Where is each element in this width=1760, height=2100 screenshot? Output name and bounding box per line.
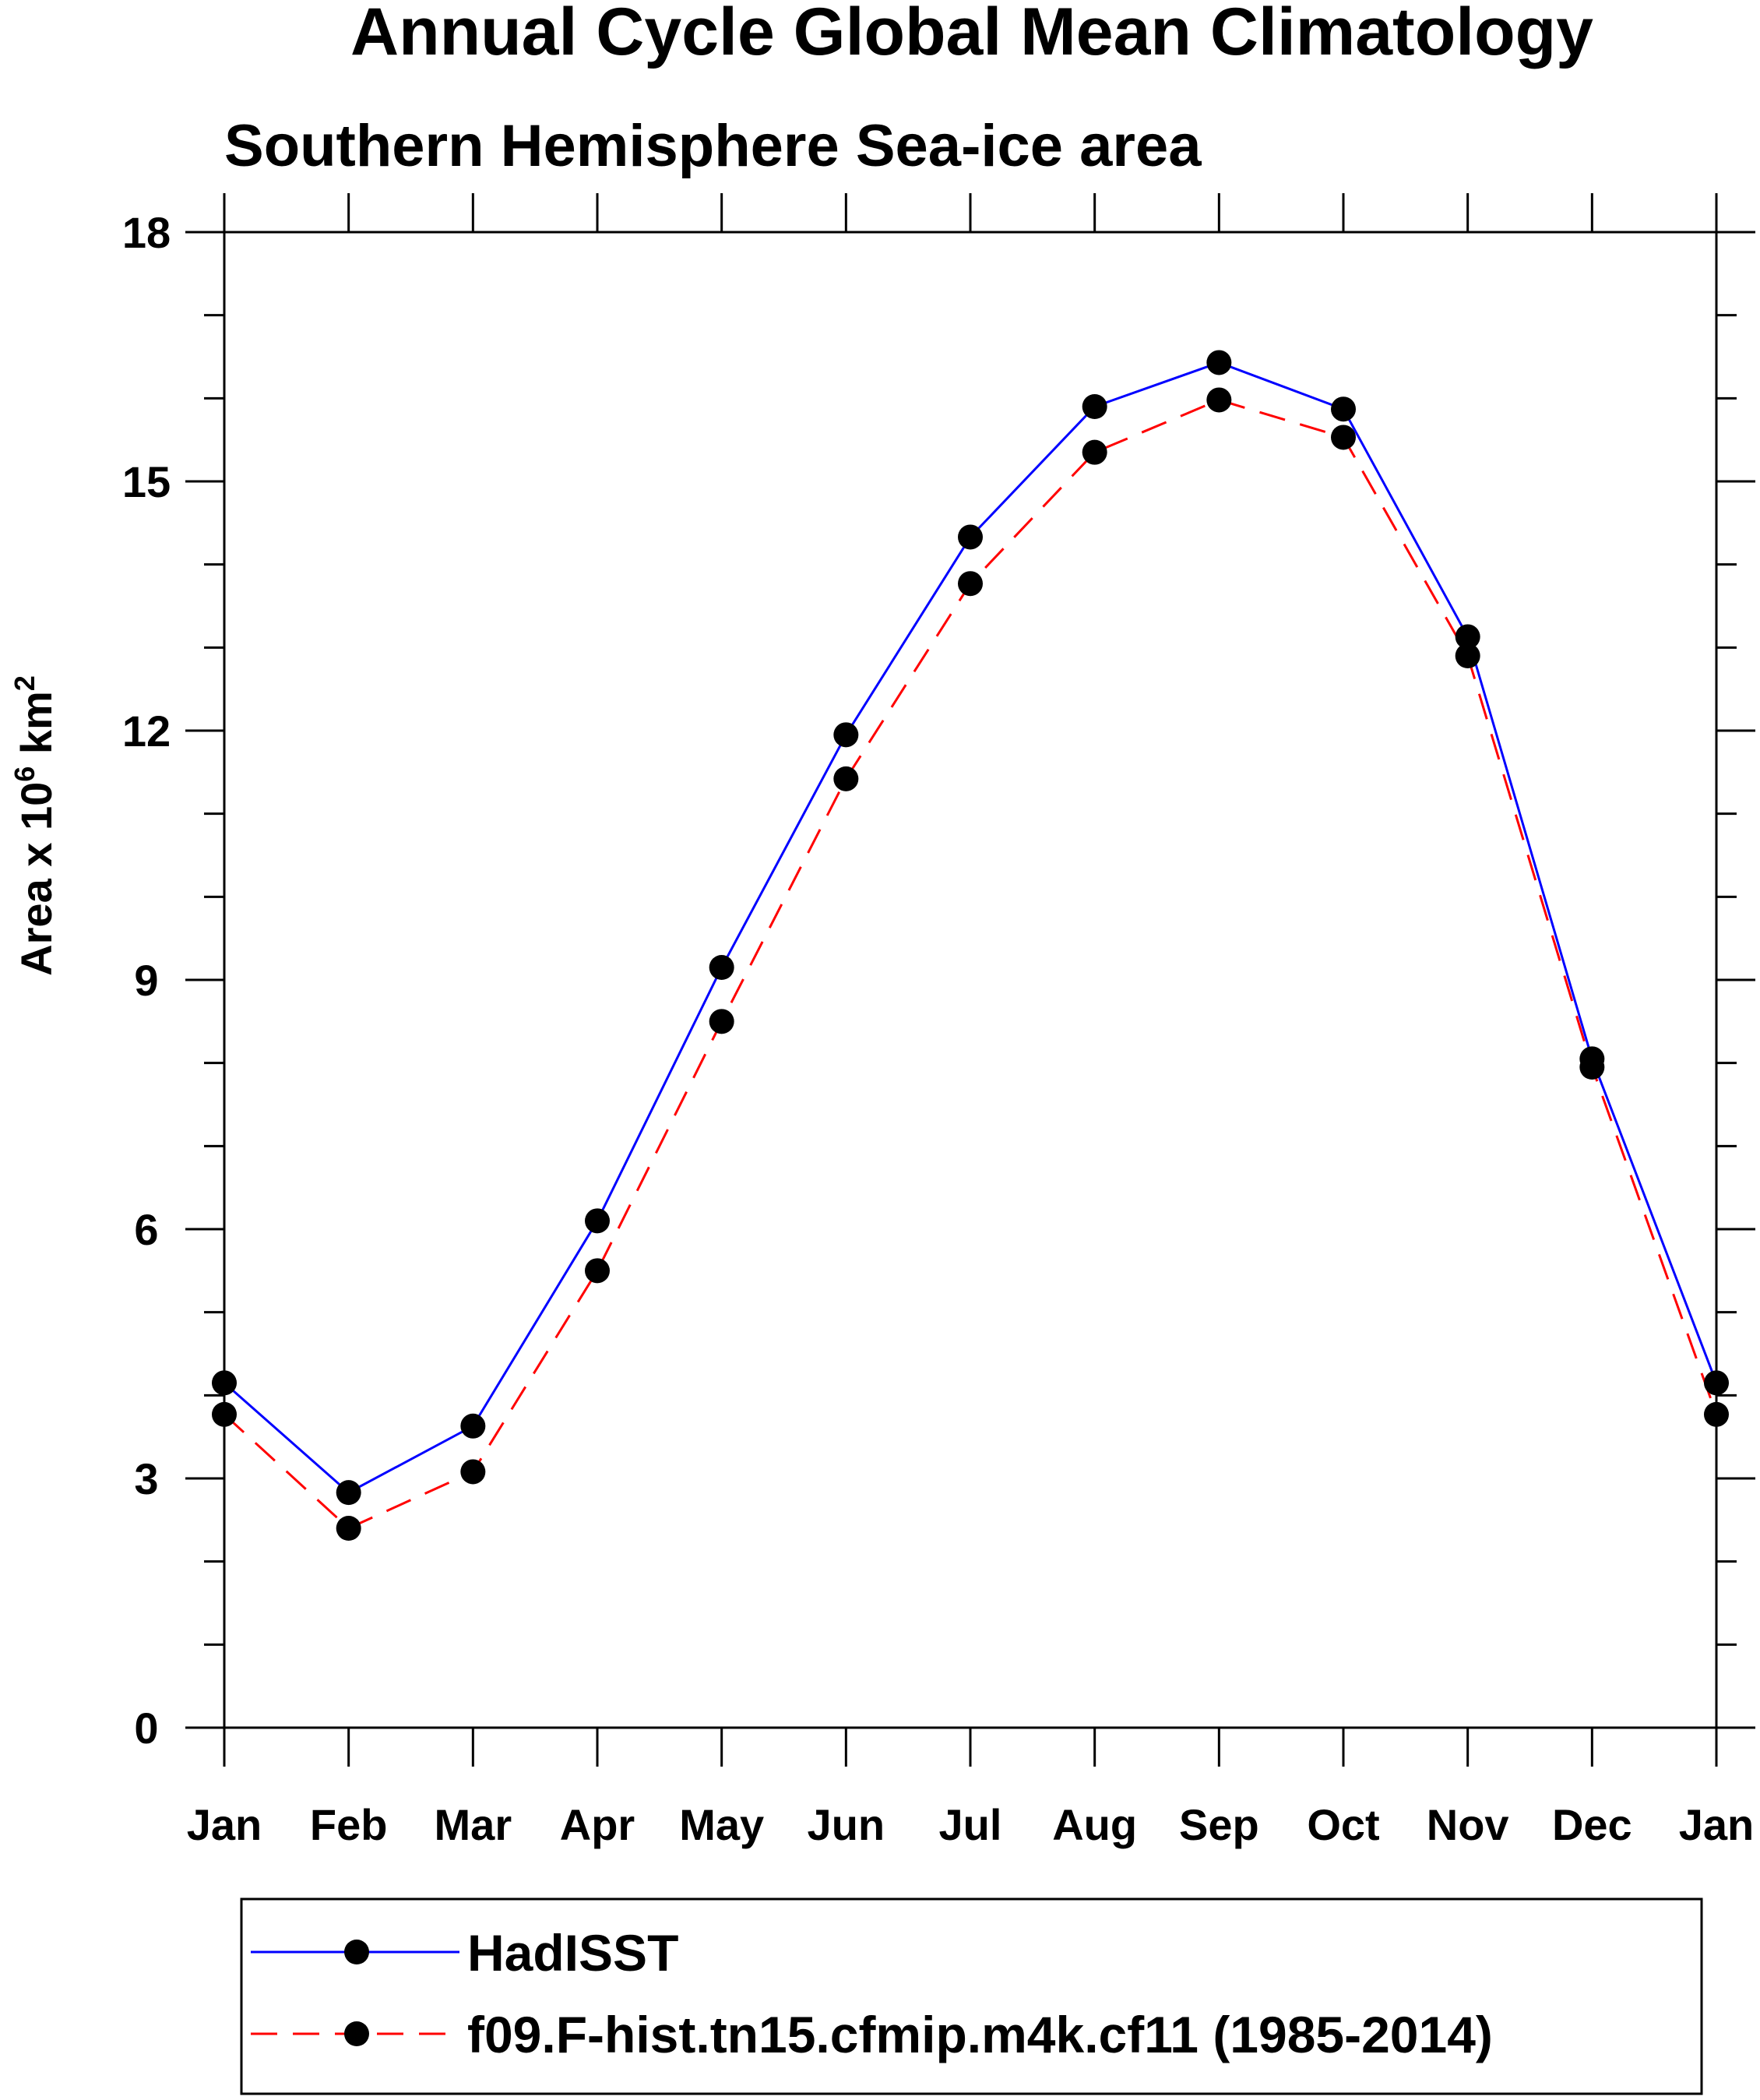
series-1-point — [709, 1009, 734, 1034]
x-tick-label: Feb — [310, 1800, 388, 1849]
series-0-point — [212, 1370, 237, 1396]
legend-marker-1 — [344, 2021, 369, 2046]
series-1-point — [958, 571, 983, 597]
series-1-point — [585, 1258, 610, 1284]
x-tick-label: Mar — [435, 1800, 512, 1849]
x-tick-label: May — [679, 1800, 764, 1849]
x-tick-label: Sep — [1179, 1800, 1259, 1849]
series-1-point — [1082, 439, 1107, 465]
series-0-point — [1082, 394, 1107, 419]
y-axis-label-base: Area x 10 — [12, 782, 61, 976]
series-0-point — [1206, 350, 1232, 375]
series-0-point — [1331, 396, 1356, 422]
legend-label-1: f09.F-hist.tn15.cfmip.m4k.cf11 (1985-201… — [467, 2006, 1493, 2063]
series-0-point — [1455, 624, 1480, 650]
x-tick-label: Oct — [1307, 1800, 1379, 1849]
x-tick-label: Dec — [1552, 1800, 1632, 1849]
x-tick-label: Nov — [1427, 1800, 1509, 1849]
series-1-point — [336, 1516, 361, 1541]
y-tick-label: 9 — [134, 956, 158, 1005]
y-axis-label-unit: km — [12, 691, 61, 766]
series-0-point — [460, 1413, 486, 1439]
series-1-point — [1455, 643, 1480, 668]
x-tick-label: Jan — [1679, 1800, 1755, 1849]
series-0-point — [709, 955, 734, 980]
legend-label-0: HadISST — [467, 1924, 678, 1982]
series-1-point — [212, 1401, 237, 1427]
y-axis-label-exponent-1: 6 — [9, 766, 40, 782]
x-tick-label: Jun — [808, 1800, 885, 1849]
y-tick-label: 15 — [122, 457, 171, 506]
series-1-point — [1331, 425, 1356, 450]
series-1-point — [460, 1459, 486, 1485]
x-tick-label: Aug — [1052, 1800, 1137, 1849]
y-axis-ticks: 0 3 6 9 12 15 18 — [122, 208, 1755, 1753]
y-tick-label: 6 — [134, 1205, 158, 1254]
series-1-point — [833, 766, 859, 791]
series-0-point — [336, 1480, 361, 1506]
series-0-point — [958, 524, 983, 550]
legend-marker-0 — [344, 1940, 369, 1964]
plot-area-border — [223, 231, 1718, 1729]
series-1-point — [1206, 387, 1232, 413]
y-axis-label: Area x 106 km2 — [9, 675, 61, 976]
x-tick-label: Apr — [560, 1800, 635, 1849]
series-layer — [212, 350, 1729, 1541]
legend: HadISST f09.F-hist.tn15.cfmip.m4k.cf11 (1… — [240, 1897, 1703, 2095]
x-tick-label: Jan — [187, 1800, 262, 1849]
x-tick-label: Jul — [939, 1800, 1002, 1849]
y-axis-label-exponent-2: 2 — [9, 675, 40, 691]
series-0-point — [833, 722, 859, 748]
y-tick-label: 3 — [134, 1454, 158, 1503]
series-1-point — [1704, 1401, 1729, 1427]
series-0-point — [585, 1208, 610, 1234]
y-tick-label: 12 — [122, 706, 171, 756]
y-tick-label: 0 — [134, 1704, 158, 1753]
series-0-point — [1704, 1370, 1729, 1396]
series-line-1 — [223, 398, 1718, 1530]
legend-box — [240, 1897, 1703, 2095]
plot-frame — [223, 231, 1718, 1729]
x-axis-ticks: Jan Feb Mar Apr May Jun Jul Aug Sep Oct Nov Dec Jan — [187, 193, 1755, 1849]
chart-title: Annual Cycle Global Mean Climatology — [350, 0, 1593, 69]
series-1-point — [1579, 1055, 1605, 1080]
y-tick-label: 18 — [122, 208, 171, 257]
chart-subtitle: Southern Hemisphere Sea-ice area — [224, 113, 1202, 179]
